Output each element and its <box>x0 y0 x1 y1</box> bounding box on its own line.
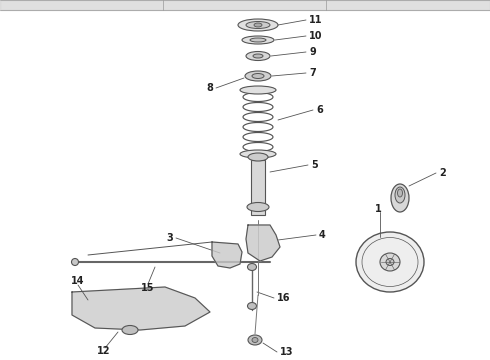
Ellipse shape <box>240 86 276 94</box>
Ellipse shape <box>380 253 400 271</box>
Text: 8: 8 <box>206 83 213 93</box>
Text: 7: 7 <box>309 68 316 78</box>
Ellipse shape <box>252 73 264 78</box>
Text: 3: 3 <box>166 233 173 243</box>
Text: 1: 1 <box>375 204 381 214</box>
Bar <box>251 160 265 215</box>
Ellipse shape <box>254 23 262 27</box>
Text: 16: 16 <box>277 293 291 303</box>
Ellipse shape <box>246 51 270 60</box>
Text: 9: 9 <box>309 47 316 57</box>
Text: 14: 14 <box>71 276 85 286</box>
Ellipse shape <box>250 38 266 42</box>
Ellipse shape <box>252 338 258 342</box>
Ellipse shape <box>246 22 270 28</box>
Polygon shape <box>246 225 280 261</box>
Ellipse shape <box>245 71 271 81</box>
Text: 11: 11 <box>309 15 322 25</box>
Text: 15: 15 <box>141 283 155 293</box>
Ellipse shape <box>251 87 265 93</box>
Ellipse shape <box>248 153 268 161</box>
Ellipse shape <box>247 302 256 310</box>
Ellipse shape <box>356 232 424 292</box>
Ellipse shape <box>248 335 262 345</box>
Polygon shape <box>72 287 210 330</box>
Text: 6: 6 <box>316 105 323 115</box>
Ellipse shape <box>386 258 394 266</box>
Ellipse shape <box>397 189 402 197</box>
Ellipse shape <box>72 258 78 266</box>
Text: 13: 13 <box>280 347 294 357</box>
Ellipse shape <box>253 54 263 58</box>
Ellipse shape <box>240 150 276 158</box>
Ellipse shape <box>242 36 274 44</box>
Text: 12: 12 <box>97 346 111 356</box>
Text: 5: 5 <box>311 160 318 170</box>
Text: 4: 4 <box>319 230 326 240</box>
Text: 2: 2 <box>439 168 446 178</box>
Ellipse shape <box>238 19 278 31</box>
Ellipse shape <box>395 187 405 203</box>
Ellipse shape <box>247 202 269 212</box>
Ellipse shape <box>247 264 256 270</box>
Text: 10: 10 <box>309 31 322 41</box>
Polygon shape <box>212 242 242 268</box>
Ellipse shape <box>122 325 138 334</box>
Ellipse shape <box>391 184 409 212</box>
